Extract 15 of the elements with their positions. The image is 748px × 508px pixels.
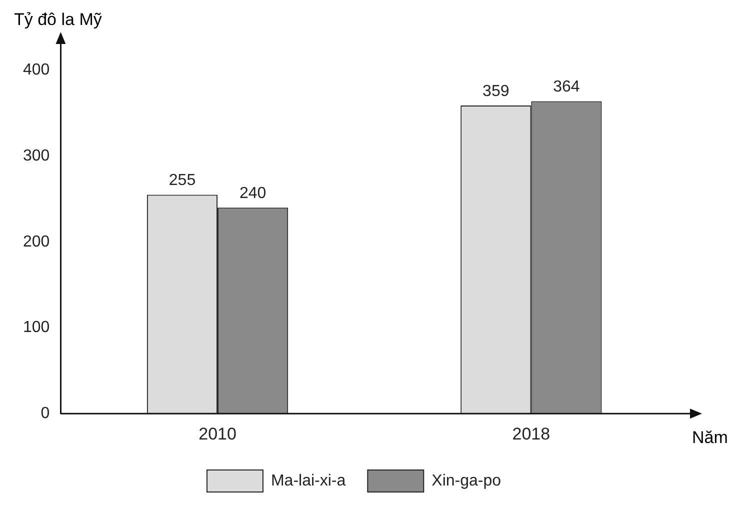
x-tick-label: 2018: [512, 424, 550, 444]
legend-label: Xin-ga-po: [432, 472, 502, 490]
y-tick-label: 0: [40, 405, 50, 422]
x-tick-label: 2010: [198, 424, 236, 444]
y-tick-label: 400: [22, 62, 50, 79]
data-label: 359: [482, 82, 510, 100]
y-tick-label: 100: [22, 319, 50, 336]
y-tick-label: 300: [22, 148, 50, 165]
data-label: 255: [168, 172, 196, 190]
x-axis-title: Năm: [692, 428, 728, 448]
y-tick-label: 200: [22, 233, 50, 250]
y-axis-title: Tỷ đô la Mỹ: [14, 10, 102, 30]
data-label: 364: [553, 78, 580, 96]
legend-label: Ma-lai-xi-a: [270, 472, 346, 490]
data-label: 240: [239, 185, 266, 202]
